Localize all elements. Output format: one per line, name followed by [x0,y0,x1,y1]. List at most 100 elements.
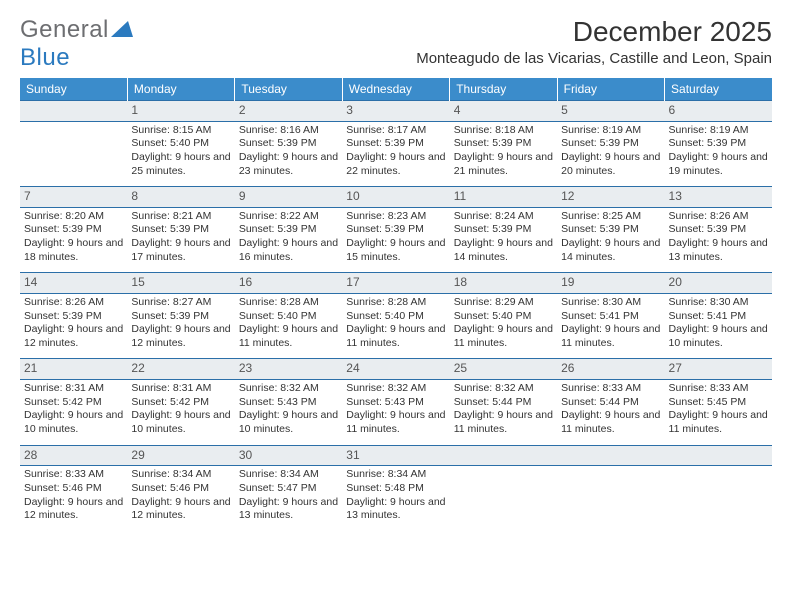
sunset-line: Sunset: 5:39 PM [561,223,660,237]
sunset-line: Sunset: 5:39 PM [239,223,338,237]
sunset-line: Sunset: 5:41 PM [561,310,660,324]
daylight-line: Daylight: 9 hours and 13 minutes. [669,237,768,264]
daylight-line: Daylight: 9 hours and 18 minutes. [24,237,123,264]
day-cell: Sunrise: 8:30 AMSunset: 5:41 PMDaylight:… [557,293,664,359]
daylight-line: Daylight: 9 hours and 10 minutes. [24,409,123,436]
sunset-line: Sunset: 5:47 PM [239,482,338,496]
sunrise-line: Sunrise: 8:33 AM [24,468,123,482]
day-number: 12 [557,187,664,208]
day-cell: Sunrise: 8:18 AMSunset: 5:39 PMDaylight:… [450,121,557,187]
day-cell: Sunrise: 8:27 AMSunset: 5:39 PMDaylight:… [127,293,234,359]
sunrise-line: Sunrise: 8:34 AM [346,468,445,482]
day-number: 13 [665,187,772,208]
day-number: 9 [235,187,342,208]
day-cell: Sunrise: 8:32 AMSunset: 5:43 PMDaylight:… [235,380,342,446]
daylight-line: Daylight: 9 hours and 11 minutes. [346,323,445,350]
sunrise-line: Sunrise: 8:33 AM [561,382,660,396]
day-number: 22 [127,359,234,380]
day-number [665,445,772,466]
day-number: 3 [342,101,449,122]
week-number-row: 14151617181920 [20,273,772,294]
daylight-line: Daylight: 9 hours and 19 minutes. [669,151,768,178]
day-number: 20 [665,273,772,294]
sunrise-line: Sunrise: 8:19 AM [561,124,660,138]
day-number: 31 [342,445,449,466]
daylight-line: Daylight: 9 hours and 11 minutes. [346,409,445,436]
sunrise-line: Sunrise: 8:31 AM [24,382,123,396]
week-number-row: 28293031 [20,445,772,466]
location-subtitle: Monteagudo de las Vicarias, Castille and… [416,50,772,67]
day-number: 23 [235,359,342,380]
sunset-line: Sunset: 5:39 PM [131,310,230,324]
calendar-body: 123456Sunrise: 8:15 AMSunset: 5:40 PMDay… [20,101,772,531]
sunset-line: Sunset: 5:42 PM [24,396,123,410]
col-friday: Friday [557,78,664,101]
day-cell: Sunrise: 8:29 AMSunset: 5:40 PMDaylight:… [450,293,557,359]
sunrise-line: Sunrise: 8:34 AM [131,468,230,482]
sunrise-line: Sunrise: 8:19 AM [669,124,768,138]
daylight-line: Daylight: 9 hours and 10 minutes. [131,409,230,436]
daylight-line: Daylight: 9 hours and 13 minutes. [346,496,445,523]
sunset-line: Sunset: 5:46 PM [24,482,123,496]
sunrise-line: Sunrise: 8:32 AM [454,382,553,396]
sunset-line: Sunset: 5:46 PM [131,482,230,496]
col-thursday: Thursday [450,78,557,101]
daylight-line: Daylight: 9 hours and 10 minutes. [239,409,338,436]
day-number: 14 [20,273,127,294]
day-cell: Sunrise: 8:32 AMSunset: 5:44 PMDaylight:… [450,380,557,446]
day-cell: Sunrise: 8:21 AMSunset: 5:39 PMDaylight:… [127,207,234,273]
sunset-line: Sunset: 5:42 PM [131,396,230,410]
day-number: 25 [450,359,557,380]
week-detail-row: Sunrise: 8:26 AMSunset: 5:39 PMDaylight:… [20,293,772,359]
day-number: 7 [20,187,127,208]
sunrise-line: Sunrise: 8:31 AM [131,382,230,396]
sunrise-line: Sunrise: 8:23 AM [346,210,445,224]
daylight-line: Daylight: 9 hours and 11 minutes. [239,323,338,350]
sunset-line: Sunset: 5:41 PM [669,310,768,324]
daylight-line: Daylight: 9 hours and 17 minutes. [131,237,230,264]
logo-text-blue: Blue [20,44,70,71]
day-cell: Sunrise: 8:31 AMSunset: 5:42 PMDaylight:… [20,380,127,446]
sunrise-line: Sunrise: 8:26 AM [669,210,768,224]
daylight-line: Daylight: 9 hours and 15 minutes. [346,237,445,264]
logo: General Blue [20,16,133,72]
daylight-line: Daylight: 9 hours and 10 minutes. [669,323,768,350]
sunrise-line: Sunrise: 8:28 AM [346,296,445,310]
sunrise-line: Sunrise: 8:29 AM [454,296,553,310]
sunrise-line: Sunrise: 8:16 AM [239,124,338,138]
day-number: 27 [665,359,772,380]
calendar-header-row: Sunday Monday Tuesday Wednesday Thursday… [20,78,772,101]
sunrise-line: Sunrise: 8:15 AM [131,124,230,138]
day-cell: Sunrise: 8:33 AMSunset: 5:44 PMDaylight:… [557,380,664,446]
sunset-line: Sunset: 5:43 PM [239,396,338,410]
sunset-line: Sunset: 5:39 PM [669,137,768,151]
daylight-line: Daylight: 9 hours and 11 minutes. [454,409,553,436]
sunrise-line: Sunrise: 8:32 AM [346,382,445,396]
day-cell: Sunrise: 8:17 AMSunset: 5:39 PMDaylight:… [342,121,449,187]
daylight-line: Daylight: 9 hours and 23 minutes. [239,151,338,178]
day-number: 24 [342,359,449,380]
sunrise-line: Sunrise: 8:22 AM [239,210,338,224]
sunset-line: Sunset: 5:39 PM [346,137,445,151]
day-number [20,101,127,122]
sunrise-line: Sunrise: 8:28 AM [239,296,338,310]
daylight-line: Daylight: 9 hours and 12 minutes. [24,496,123,523]
col-saturday: Saturday [665,78,772,101]
daylight-line: Daylight: 9 hours and 22 minutes. [346,151,445,178]
sunset-line: Sunset: 5:48 PM [346,482,445,496]
day-number: 28 [20,445,127,466]
daylight-line: Daylight: 9 hours and 25 minutes. [131,151,230,178]
sunset-line: Sunset: 5:39 PM [24,310,123,324]
sunrise-line: Sunrise: 8:30 AM [561,296,660,310]
sunset-line: Sunset: 5:43 PM [346,396,445,410]
day-cell: Sunrise: 8:20 AMSunset: 5:39 PMDaylight:… [20,207,127,273]
day-number [557,445,664,466]
sunset-line: Sunset: 5:39 PM [24,223,123,237]
daylight-line: Daylight: 9 hours and 21 minutes. [454,151,553,178]
day-cell: Sunrise: 8:33 AMSunset: 5:46 PMDaylight:… [20,466,127,531]
title-block: December 2025 Monteagudo de las Vicarias… [416,16,772,67]
day-cell: Sunrise: 8:26 AMSunset: 5:39 PMDaylight:… [665,207,772,273]
sunrise-line: Sunrise: 8:26 AM [24,296,123,310]
day-cell [665,466,772,531]
sunrise-line: Sunrise: 8:25 AM [561,210,660,224]
